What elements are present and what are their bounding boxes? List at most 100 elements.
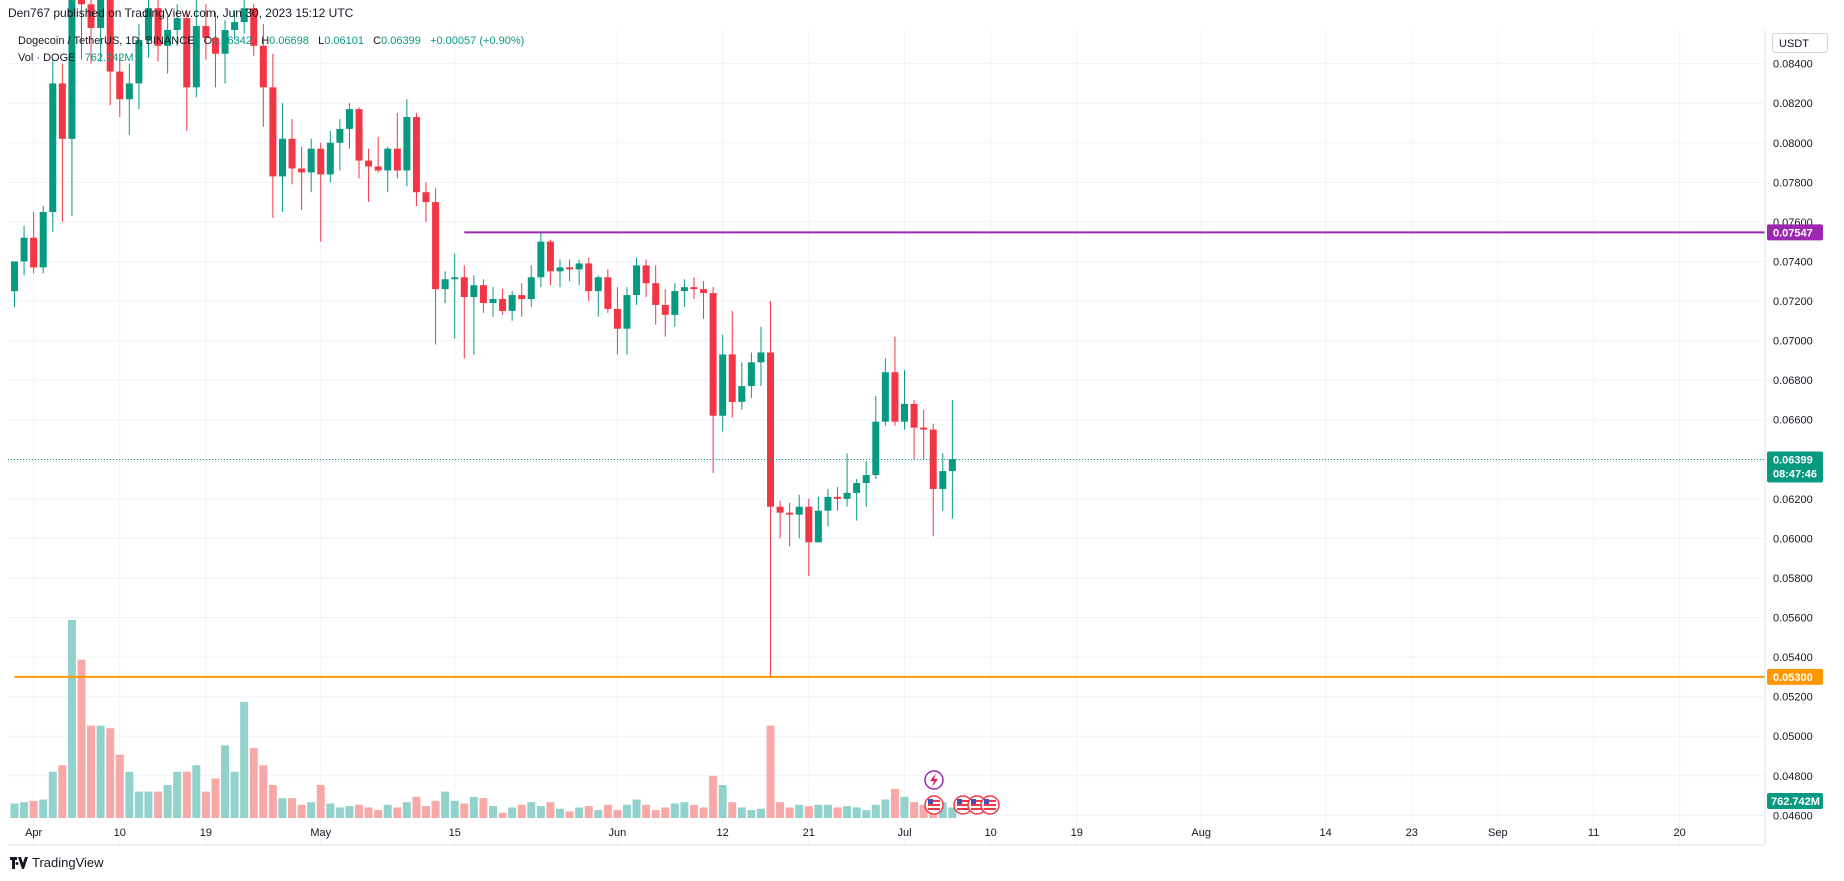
candle-body (910, 403, 918, 428)
candle-body (154, 8, 162, 46)
volume-bar (603, 804, 612, 818)
candle-body (39, 211, 47, 268)
volume-bar (144, 791, 153, 818)
candle-body (585, 263, 593, 292)
volume-bar (96, 725, 105, 818)
volume-bar (383, 804, 392, 818)
price-axis-badges: 0.07547 0.05300 0.06399 08:47:46 762.742M (1767, 224, 1823, 809)
candle-body (671, 291, 679, 315)
volume-bar (154, 791, 163, 818)
candle-body (374, 166, 382, 171)
volume-bar (364, 807, 373, 818)
volume-bar (288, 798, 297, 818)
volume-bar (843, 806, 852, 818)
volume-bar (182, 771, 191, 818)
y-tick-label: 0.08400 (1773, 59, 1813, 71)
volume-bars (10, 620, 957, 818)
candle-body (144, 8, 152, 40)
candle-body (164, 30, 172, 46)
y-tick-label: 0.04600 (1773, 810, 1813, 822)
volume-bar (527, 802, 536, 818)
candle-body (795, 506, 803, 515)
volume-bar (613, 810, 622, 818)
y-tick-label: 0.05600 (1773, 613, 1813, 625)
volume-bar (221, 745, 230, 818)
volume-bar (584, 806, 593, 818)
candle-body (901, 403, 909, 422)
volume-legend[interactable]: Vol · DOGE 762.742M (18, 52, 134, 64)
volume-bar (259, 765, 268, 818)
candle-countdown: 08:47:46 (1773, 468, 1817, 480)
volume-bar (374, 810, 383, 818)
volume-bar (39, 799, 48, 818)
volume-bar (48, 771, 57, 818)
volume-bar (689, 804, 698, 818)
volume-bar (546, 802, 555, 818)
candle-body (843, 492, 851, 499)
volume-bar (441, 791, 450, 818)
level-price-label: 0.05300 (1773, 672, 1813, 684)
candle-body (250, 8, 258, 46)
volume-bar (173, 771, 182, 818)
open-label: O (203, 35, 213, 47)
x-tick-label: 23 (1406, 827, 1418, 839)
volume-bar (355, 804, 364, 818)
candle-body (326, 142, 334, 175)
y-tick-label: 0.05200 (1773, 692, 1813, 704)
candle-body (278, 138, 286, 177)
volume-bar (661, 807, 670, 818)
volume-bar (479, 798, 488, 818)
x-tick-label: May (310, 827, 331, 839)
candle-body (470, 285, 478, 298)
symbol-legend[interactable]: Dogecoin / TetherUS, 1D, BINANCE O0.0634… (18, 35, 524, 47)
candle-body (738, 386, 746, 402)
price-axis[interactable]: 0.084000.082000.080000.078000.076000.074… (1773, 59, 1813, 823)
y-tick-label: 0.06800 (1773, 375, 1813, 387)
lightning-event-icon[interactable] (924, 770, 944, 790)
y-tick-label: 0.07400 (1773, 256, 1813, 268)
candle-body (604, 277, 612, 309)
candle-body (747, 362, 755, 387)
volume-bar (852, 807, 861, 818)
candle-body (479, 285, 487, 303)
symbol-title[interactable]: Dogecoin / TetherUS, 1D, BINANCE (18, 35, 195, 47)
volume-bar (622, 804, 631, 818)
us-flag-event-icon[interactable] (980, 795, 1000, 815)
volume-bar (795, 804, 804, 818)
candle-body (805, 506, 813, 543)
candle-body (183, 18, 191, 88)
volume-bar (489, 806, 497, 818)
time-axis[interactable]: Apr 10 19 May 15 Jun 12 21 Jul 10 19 Aug 14 23 Sep 11 20 (25, 827, 1686, 839)
candle-body (862, 475, 870, 483)
volume-bar (402, 802, 411, 818)
candle-body (11, 261, 18, 292)
event-markers[interactable] (924, 770, 1000, 815)
candle-body (881, 372, 889, 422)
us-flag-event-icon[interactable] (924, 795, 944, 815)
candle-body (814, 510, 822, 543)
volume-bar (938, 802, 947, 818)
candle-body (939, 471, 947, 489)
candle-body (231, 22, 239, 30)
volume-bar (785, 807, 794, 818)
candle-body (211, 37, 219, 54)
horizontal-levels[interactable] (8, 231, 1765, 678)
candle-body (269, 87, 277, 177)
volume-bar (709, 775, 718, 818)
candle-body (87, 4, 95, 29)
candle-body (929, 429, 937, 489)
footer-brand[interactable]: TradingView (10, 855, 104, 870)
volume-bar (833, 807, 842, 818)
volume-bar (728, 802, 737, 818)
volume-label[interactable]: Vol · DOGE (18, 52, 76, 64)
candle-body (298, 168, 306, 173)
currency-button[interactable]: USDT (1772, 33, 1828, 53)
x-tick-label: Jun (609, 827, 627, 839)
volume-bar (163, 785, 172, 818)
candle-body (872, 421, 880, 476)
candle-body (527, 277, 535, 300)
x-tick-label: 10 (985, 827, 997, 839)
y-tick-label: 0.07000 (1773, 336, 1813, 348)
last-price-badge (1767, 451, 1823, 483)
